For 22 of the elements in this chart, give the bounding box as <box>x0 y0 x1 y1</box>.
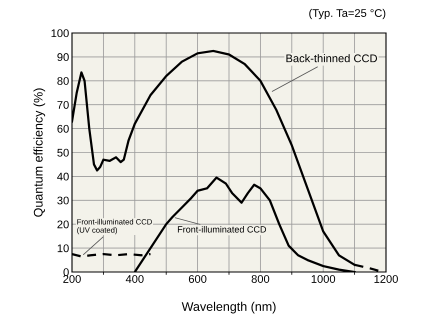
y-tick-label: 20 <box>57 220 69 228</box>
y-tick-label: 80 <box>57 77 69 85</box>
annotation: Back-thinned CCD <box>286 54 378 62</box>
y-tick-label: 30 <box>57 196 69 204</box>
x-tick-label: 200 <box>63 275 81 283</box>
x-axis-title: Wavelength (nm) <box>182 302 276 314</box>
x-tick-label: 400 <box>126 275 144 283</box>
y-axis-title: Quantum efficiency (%) <box>33 88 46 217</box>
x-tick-label: 1000 <box>312 275 336 283</box>
y-tick-label: 50 <box>57 148 69 157</box>
x-tick-label: 1200 <box>374 275 398 283</box>
annotation: Front-illuminated CCD <box>178 226 266 233</box>
y-tick-label: 60 <box>57 124 69 133</box>
y-tick-label: 40 <box>57 172 69 181</box>
x-tick-label: 600 <box>188 275 206 283</box>
text: (Typ. Ta=25 °C) <box>309 8 386 20</box>
y-tick-label: 100 <box>52 29 69 38</box>
y-tick-label: 90 <box>57 53 69 62</box>
y-tick-label: 10 <box>58 244 69 252</box>
y-tick-label: 70 <box>57 100 69 109</box>
y-tick-label: 0 <box>63 268 69 276</box>
x-tick-label: 800 <box>252 275 270 283</box>
